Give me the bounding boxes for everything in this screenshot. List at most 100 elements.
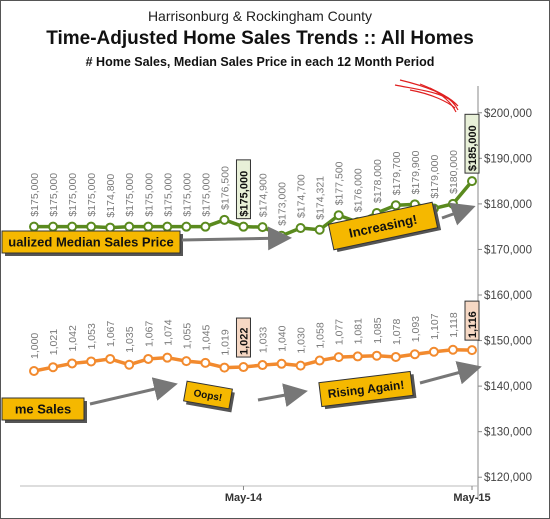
y-tick-label: $120,000: [484, 472, 532, 484]
data-label: 1,019: [219, 329, 231, 355]
data-label: 1,116: [467, 311, 479, 338]
data-point: [333, 352, 344, 363]
data-point: [181, 356, 192, 367]
data-point: [447, 198, 458, 209]
data-label: $179,000: [429, 154, 441, 198]
data-point: [428, 346, 439, 357]
data-point: [257, 360, 268, 371]
data-label: 1,053: [86, 323, 98, 349]
callout-text: me Sales: [15, 402, 71, 417]
data-label: 1,067: [143, 321, 155, 347]
data-point: [29, 221, 39, 232]
data-point: [181, 221, 192, 232]
data-label: $175,000: [86, 173, 98, 217]
data-label: $175,000: [143, 173, 155, 217]
trend-arrow: [89, 377, 178, 406]
y-tick-label: $150,000: [484, 336, 532, 348]
data-point: [390, 200, 401, 211]
data-point: [219, 214, 230, 225]
callout-box: [318, 370, 414, 408]
highlight-box: [235, 317, 251, 358]
callout-text: Oops!: [193, 388, 223, 404]
callout-box: [327, 201, 439, 251]
data-label: 1,042: [67, 325, 79, 351]
data-label: 1,045: [200, 324, 212, 350]
data-point: [143, 221, 154, 232]
data-point: [467, 345, 477, 356]
y-tick-label: $200,000: [484, 108, 532, 120]
data-point: [238, 362, 249, 373]
chart-subtitle: # Home Sales, Median Sales Price in each…: [85, 55, 435, 69]
callout-increasing: Increasing!: [327, 201, 442, 253]
x-tick-label: May-14: [225, 492, 263, 504]
y-tick-label: $180,000: [484, 199, 532, 211]
data-point: [200, 221, 211, 232]
data-label: 1,033: [258, 327, 270, 353]
callout-box: [1, 397, 85, 421]
data-label: 1,107: [429, 313, 441, 339]
data-point: [390, 351, 401, 362]
data-point: [124, 359, 135, 370]
callout-box: [183, 380, 233, 410]
data-label: $176,000: [353, 168, 365, 212]
callout-text: ualized Median Sales Price: [8, 235, 173, 250]
y-axis-right: $120,000 $130,000 $140,000 $150,000 $160,000…: [477, 86, 532, 500]
data-label: $174,321: [315, 176, 327, 220]
red-scribble: [394, 79, 459, 113]
series-price: $175,000 $175,000 $175,000 $175,000 $174,800…: [29, 113, 480, 241]
data-label: $175,000: [200, 173, 212, 217]
series-sales: 1,000 1,021 1,042 1,053 1,067 1,035 1,067 1,074…: [29, 300, 480, 376]
data-point: [447, 344, 458, 355]
data-label: $175,000: [124, 173, 136, 217]
data-label: 1,067: [105, 321, 117, 347]
data-label: $175,000: [162, 173, 174, 217]
callout-price_label: ualized Median Sales Price: [1, 230, 183, 256]
data-point: [295, 223, 306, 234]
series-line-sales: [33, 348, 473, 373]
data-point: [257, 222, 268, 233]
data-label: $175,000: [48, 173, 60, 217]
callout-oops: Oops!: [183, 380, 235, 413]
data-label: $176,500: [219, 166, 231, 210]
data-point: [333, 210, 344, 221]
data-label: $174,800: [105, 174, 117, 218]
data-point: [29, 366, 39, 376]
data-label: 1,021: [48, 329, 60, 355]
y-tick-label: $140,000: [484, 381, 532, 393]
data-label: 1,081: [353, 318, 365, 344]
data-label: $178,000: [372, 159, 384, 203]
data-point: [162, 221, 173, 232]
highlight-box: [464, 113, 480, 174]
data-point: [314, 224, 325, 235]
scribble-stroke: [419, 83, 459, 111]
data-label: $177,500: [334, 161, 346, 205]
data-point: [295, 360, 306, 371]
data-point: [48, 362, 59, 373]
data-point: [314, 355, 325, 366]
data-point: [162, 352, 173, 363]
y-tick-label: $170,000: [484, 244, 532, 256]
data-label: $180,000: [448, 150, 460, 194]
highlight-box: [464, 300, 480, 341]
data-label: $179,900: [410, 150, 422, 194]
callout-box: [1, 230, 181, 254]
data-label: 1,030: [296, 327, 308, 353]
data-label: $173,000: [277, 182, 289, 226]
data-label: 1,022: [238, 328, 250, 356]
data-label: 1,040: [277, 325, 289, 351]
data-point: [86, 356, 97, 367]
callout-rising: Rising Again!: [318, 370, 417, 410]
chart-title-location: Harrisonburg & Rockingham County: [147, 8, 373, 24]
data-point: [276, 358, 287, 369]
data-label: 1,118: [448, 312, 460, 338]
data-point: [238, 221, 249, 232]
callout-sales_label: me Sales: [1, 397, 87, 423]
data-label: 1,078: [391, 319, 403, 345]
data-point: [48, 221, 59, 232]
y-tick-label: $130,000: [484, 427, 532, 439]
scribble-stroke: [429, 87, 457, 113]
y-tick-label: $160,000: [484, 290, 532, 302]
data-point: [467, 176, 477, 187]
data-label: $174,900: [258, 173, 270, 217]
